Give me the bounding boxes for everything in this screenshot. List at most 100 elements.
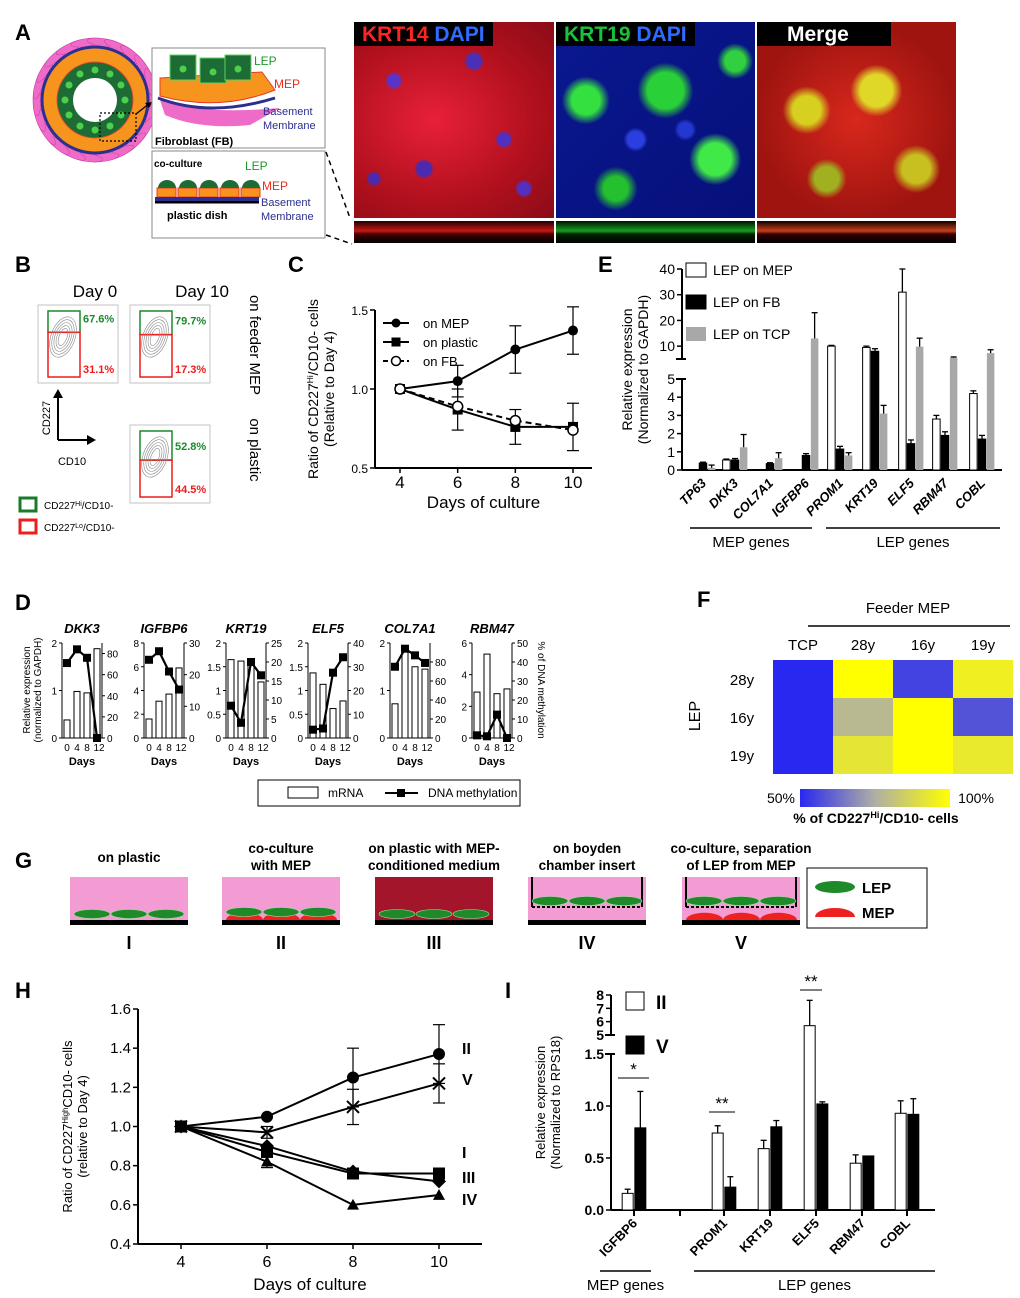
bar bbox=[940, 434, 950, 471]
membrane-label: Membrane bbox=[263, 120, 316, 132]
gene-title: KRT19 bbox=[226, 621, 268, 636]
label-part: Lo bbox=[75, 523, 83, 530]
left-tick-label: 6 bbox=[133, 663, 139, 674]
y-tick-label: 40 bbox=[659, 261, 675, 277]
bar bbox=[827, 345, 836, 471]
contour-line bbox=[141, 316, 169, 358]
right-tick-label: 5 bbox=[271, 715, 277, 726]
duct-cross-section-illustration bbox=[32, 37, 158, 163]
x-tick-label: 10 bbox=[564, 473, 583, 492]
day0-label: Day 0 bbox=[73, 282, 117, 301]
x-tick-label: 10 bbox=[430, 1254, 448, 1271]
condition-numeral: I bbox=[126, 933, 131, 953]
bar bbox=[707, 467, 716, 470]
day-tick-label: 12 bbox=[257, 743, 269, 754]
methylation-point bbox=[483, 732, 491, 741]
bar bbox=[711, 1132, 724, 1211]
bar bbox=[816, 1103, 829, 1211]
y-tick-label: 1.0 bbox=[585, 1098, 605, 1114]
bar bbox=[621, 1192, 634, 1211]
micrograph-merge: Merge bbox=[757, 22, 956, 218]
contour-line bbox=[51, 319, 75, 355]
left-tick-label: 1 bbox=[215, 687, 221, 698]
colorbar-min-label: 50% bbox=[767, 790, 795, 806]
condition-numeral: V bbox=[735, 933, 747, 953]
panel-label-b: B bbox=[15, 252, 31, 277]
label-part: CD227 bbox=[44, 523, 76, 534]
label-part: High bbox=[61, 1108, 70, 1124]
right-tick-label: 0 bbox=[353, 734, 359, 745]
panel-label-g: G bbox=[15, 848, 32, 873]
micrograph-krt14-dapi: KRT14 DAPI bbox=[354, 22, 554, 218]
lep-cell bbox=[531, 896, 569, 906]
methylation-point bbox=[503, 734, 511, 742]
right-tick-label: 25 bbox=[271, 639, 283, 650]
hi-percentage: 52.8% bbox=[175, 441, 206, 453]
contour-line bbox=[149, 328, 161, 346]
basement-membrane-line bbox=[157, 96, 276, 110]
heatmap-cell bbox=[893, 660, 953, 698]
series-iv: IV bbox=[175, 1120, 477, 1210]
legend-label: LEP on FB bbox=[713, 294, 780, 310]
bar bbox=[634, 1127, 647, 1211]
bar bbox=[770, 1126, 783, 1211]
methylation-line bbox=[312, 656, 344, 731]
y-axis-label: CD227 bbox=[41, 401, 53, 435]
condition-label: on plastic with MEP- bbox=[368, 841, 499, 856]
bar bbox=[835, 448, 845, 471]
series-on-fb: on FB bbox=[383, 354, 579, 436]
condition-numeral: III bbox=[426, 933, 441, 953]
label-part: /CD10- cells bbox=[305, 299, 321, 375]
lep-cell bbox=[452, 909, 490, 919]
column-label: 28y bbox=[851, 637, 876, 654]
condition-iii: on plastic with MEP-conditioned medium II… bbox=[368, 841, 500, 953]
condition-label: co-culture, separation bbox=[670, 841, 811, 856]
bar-group-krt19: KRT19 bbox=[736, 1119, 783, 1255]
legend-label-mep: MEP bbox=[862, 905, 895, 922]
data-point bbox=[510, 344, 521, 355]
micrograph-title: Merge bbox=[757, 22, 891, 46]
left-tick-label: 1 bbox=[51, 687, 57, 698]
category-label: RBM47 bbox=[826, 1216, 868, 1258]
bar bbox=[757, 1148, 770, 1211]
xz-section-krt14 bbox=[354, 221, 554, 243]
legend-swatch bbox=[685, 262, 707, 278]
right-tick-label: 10 bbox=[189, 702, 201, 713]
category-label: PROM1 bbox=[803, 476, 846, 519]
day-tick-label: 8 bbox=[494, 743, 500, 754]
data-point bbox=[347, 1167, 359, 1180]
xz-section-krt19 bbox=[556, 221, 755, 243]
legend-swatch bbox=[18, 518, 38, 535]
right-tick-label: 80 bbox=[435, 658, 447, 669]
left-tick-label: 2 bbox=[461, 702, 467, 713]
mrna-bar bbox=[391, 703, 399, 739]
category-label: TP63 bbox=[677, 475, 710, 508]
plastic-dish-label: plastic dish bbox=[167, 210, 228, 222]
y-tick-label: 7 bbox=[596, 1000, 604, 1016]
row-label: 28y bbox=[730, 672, 755, 689]
lep-cell bbox=[200, 180, 218, 188]
bar bbox=[969, 393, 978, 471]
right-tick-label: 40 bbox=[353, 639, 365, 650]
category-label: RBM47 bbox=[909, 475, 951, 517]
series-line bbox=[399, 388, 573, 428]
series-line bbox=[180, 1125, 440, 1206]
y-tick-label: 0.8 bbox=[110, 1158, 131, 1175]
basement-membrane-layer bbox=[155, 197, 259, 201]
panel-label-a: A bbox=[15, 20, 31, 45]
series-end-label: I bbox=[462, 1145, 466, 1162]
day-tick-label: 0 bbox=[64, 743, 70, 754]
zoom-region bbox=[99, 112, 137, 142]
right-tick-label: 30 bbox=[353, 663, 365, 674]
legend-label: on plastic bbox=[423, 335, 478, 350]
mrna-bar bbox=[155, 700, 163, 739]
mep-cell bbox=[686, 912, 723, 920]
mep-cell bbox=[240, 187, 261, 198]
plastic-dish-layer bbox=[155, 201, 259, 204]
mep-cell bbox=[156, 187, 177, 198]
left-tick-label: 6 bbox=[461, 639, 467, 650]
lep-label: LEP bbox=[254, 54, 277, 68]
right-tick-label: 50 bbox=[517, 639, 529, 650]
